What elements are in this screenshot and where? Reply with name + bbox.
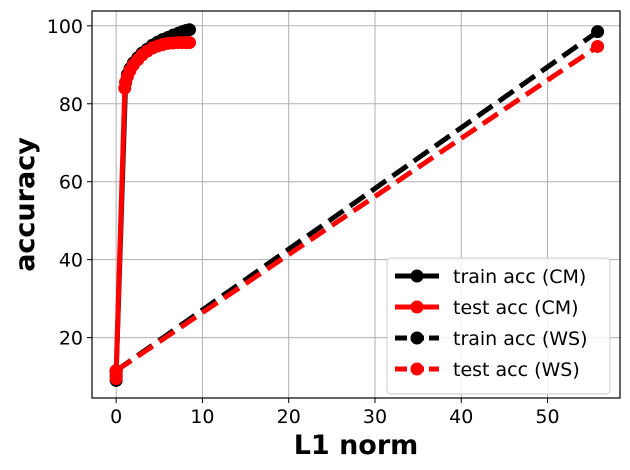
y-tick-label: 80 — [59, 94, 83, 116]
legend-label: test acc (CM) — [453, 297, 579, 319]
legend-swatch-marker — [410, 331, 424, 345]
series-1 — [109, 36, 196, 386]
y-axis-label: accuracy — [10, 137, 41, 272]
axis-ticks: 0 10 20 30 40 50 20 40 60 80 100 — [47, 16, 560, 428]
legend-label: test acc (WS) — [453, 359, 580, 381]
x-tick-label: 50 — [535, 406, 559, 428]
x-tick-label: 40 — [449, 406, 473, 428]
series-line — [114, 44, 599, 373]
y-tick-label: 40 — [59, 250, 83, 272]
y-tick-label: 100 — [47, 16, 83, 38]
x-tick-label: 20 — [277, 406, 301, 428]
data-point — [591, 25, 605, 39]
legend-entry: train acc (WS) — [395, 328, 588, 350]
data-point — [591, 39, 605, 53]
x-axis-label: L1 norm — [294, 430, 419, 461]
x-tick-label: 0 — [110, 406, 122, 428]
data-point — [109, 364, 123, 378]
legend-swatch-marker — [410, 300, 424, 314]
legend-label: train acc (WS) — [453, 328, 588, 350]
x-tick-label: 30 — [363, 406, 387, 428]
series-3 — [109, 39, 605, 378]
legend-entries: train acc (CM) test acc (CM) train acc (WS… — [395, 266, 588, 381]
legend: train acc (CM) test acc (CM) train acc (WS… — [386, 257, 611, 395]
data-point — [182, 36, 196, 50]
data-point — [182, 23, 196, 37]
legend-swatch-marker — [410, 269, 424, 283]
series-line — [114, 29, 600, 373]
legend-entry: test acc (CM) — [395, 297, 579, 319]
legend-box — [386, 257, 611, 395]
y-tick-label: 20 — [59, 328, 83, 350]
plot-series — [109, 23, 605, 387]
x-tick-label: 10 — [190, 406, 214, 428]
legend-swatch-marker — [410, 362, 424, 376]
plot-frame — [91, 10, 621, 399]
legend-entry: train acc (CM) — [395, 266, 586, 288]
y-tick-label: 60 — [59, 172, 83, 194]
legend-entry: test acc (WS) — [395, 359, 580, 381]
legend-label: train acc (CM) — [453, 266, 586, 288]
